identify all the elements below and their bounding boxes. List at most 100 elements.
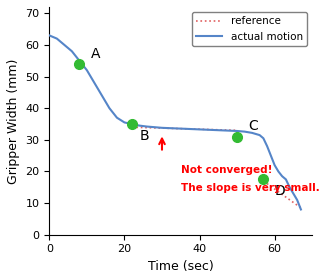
reference	[190, 127, 194, 131]
reference	[216, 128, 220, 131]
reference	[203, 128, 207, 131]
reference	[173, 127, 177, 130]
reference	[177, 127, 181, 130]
actual motion	[190, 127, 194, 131]
actual motion	[130, 122, 134, 126]
actual motion	[100, 94, 104, 97]
Text: D: D	[275, 184, 285, 198]
reference	[158, 126, 162, 130]
reference	[235, 129, 239, 132]
reference	[149, 126, 153, 129]
actual motion	[235, 129, 239, 133]
reference	[182, 127, 185, 130]
actual motion	[291, 192, 295, 195]
reference	[194, 127, 198, 131]
Y-axis label: Gripper Width (mm): Gripper Width (mm)	[7, 58, 20, 184]
reference	[151, 126, 155, 130]
reference	[233, 129, 237, 132]
actual motion	[138, 124, 142, 127]
reference	[162, 127, 166, 130]
reference	[160, 126, 164, 130]
actual motion	[160, 126, 164, 130]
actual motion	[243, 130, 247, 133]
reference	[179, 127, 183, 130]
reference	[136, 126, 140, 129]
reference	[156, 126, 160, 130]
reference	[214, 128, 217, 131]
Line: actual motion: actual motion	[50, 36, 301, 209]
reference	[147, 126, 151, 129]
actual motion	[258, 134, 262, 137]
reference	[134, 126, 138, 129]
reference	[229, 129, 233, 132]
actual motion	[175, 127, 179, 130]
reference	[199, 128, 203, 131]
reference	[224, 128, 228, 132]
actual motion	[70, 50, 74, 53]
actual motion	[273, 164, 277, 167]
reference	[153, 126, 157, 130]
actual motion	[152, 125, 156, 129]
actual motion	[280, 174, 284, 178]
reference	[183, 127, 187, 130]
actual motion	[182, 127, 186, 130]
actual motion	[288, 186, 292, 189]
reference	[231, 129, 235, 132]
actual motion	[168, 127, 172, 130]
actual motion	[122, 121, 126, 124]
actual motion	[55, 37, 59, 40]
Text: C: C	[248, 119, 258, 133]
reference	[201, 128, 205, 131]
reference	[171, 127, 175, 130]
actual motion	[269, 154, 273, 157]
reference	[186, 127, 190, 130]
actual motion	[205, 128, 209, 131]
reference	[169, 127, 173, 130]
actual motion	[228, 129, 232, 132]
Line: reference: reference	[132, 127, 237, 130]
actual motion	[250, 131, 254, 135]
actual motion	[92, 81, 96, 85]
X-axis label: Time (sec): Time (sec)	[148, 260, 214, 273]
reference	[166, 127, 170, 130]
reference	[141, 126, 145, 129]
Text: Not converged!: Not converged!	[181, 165, 272, 175]
actual motion	[198, 128, 202, 131]
actual motion	[265, 144, 269, 148]
reference	[196, 127, 200, 131]
reference	[192, 127, 196, 131]
reference	[130, 125, 134, 129]
Text: A: A	[91, 46, 100, 60]
actual motion	[277, 170, 280, 173]
actual motion	[145, 125, 149, 128]
actual motion	[85, 69, 89, 72]
Legend: reference, actual motion: reference, actual motion	[192, 12, 307, 46]
reference	[209, 128, 213, 131]
reference	[132, 125, 136, 129]
reference	[145, 126, 149, 129]
actual motion	[48, 34, 51, 37]
actual motion	[299, 208, 303, 211]
actual motion	[78, 59, 82, 62]
reference	[143, 126, 147, 129]
reference	[226, 129, 230, 132]
reference	[218, 128, 222, 132]
actual motion	[62, 43, 66, 46]
actual motion	[261, 137, 265, 140]
reference	[164, 127, 168, 130]
actual motion	[220, 129, 224, 132]
actual motion	[213, 128, 216, 132]
reference	[139, 126, 143, 129]
reference	[222, 128, 226, 132]
actual motion	[108, 106, 112, 110]
reference	[212, 128, 215, 131]
reference	[220, 128, 224, 132]
actual motion	[115, 116, 119, 119]
actual motion	[295, 198, 299, 202]
reference	[207, 128, 211, 131]
actual motion	[284, 178, 288, 181]
Text: The slope is very small.: The slope is very small.	[181, 183, 319, 193]
reference	[175, 127, 179, 130]
reference	[205, 128, 209, 131]
reference	[188, 127, 192, 130]
